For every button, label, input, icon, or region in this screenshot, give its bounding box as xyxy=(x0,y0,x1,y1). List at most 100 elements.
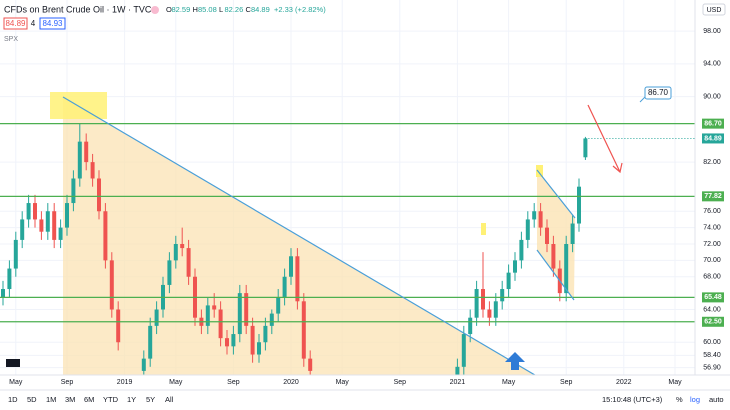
timeframe-button[interactable]: 6M xyxy=(84,395,94,404)
candle-body xyxy=(90,162,95,179)
y-tick-label: 64.00 xyxy=(703,306,721,313)
highlight xyxy=(536,165,543,177)
ohlc-key: L xyxy=(219,5,223,14)
trend-line xyxy=(536,249,575,301)
scale-button[interactable]: log xyxy=(690,395,700,404)
candle-body xyxy=(532,211,537,220)
currency-box[interactable] xyxy=(702,3,726,16)
y-tick-label: 90.00 xyxy=(703,93,721,100)
level-label: 62.50 xyxy=(704,319,722,326)
trend-lines xyxy=(62,93,649,375)
last-price-label: 84.89 xyxy=(704,135,722,142)
candle-body xyxy=(250,325,255,355)
sell-price: 84.89 xyxy=(5,19,26,28)
x-tick-label: 2021 xyxy=(450,379,466,386)
candle-body xyxy=(538,211,543,228)
x-tick-label: 2022 xyxy=(616,379,632,386)
callout-box xyxy=(644,86,672,100)
candle-body xyxy=(20,219,25,240)
candle-body xyxy=(257,342,261,355)
candle-body xyxy=(308,358,313,371)
arrow-head xyxy=(612,162,623,174)
candle-body xyxy=(244,293,249,326)
level-tag xyxy=(702,292,724,303)
axes: 98.00 94.00 90.00 82.00 76.00 74.00 72.00 70.00… xyxy=(9,28,721,386)
candle-body xyxy=(7,268,12,290)
flag-icon xyxy=(151,6,159,14)
candle-body xyxy=(276,297,281,314)
y-tick-label: 72.00 xyxy=(703,241,721,248)
timeframe-button[interactable]: 1Y xyxy=(127,395,136,404)
ohlc-value: 84.89 xyxy=(251,5,270,14)
ohlc-value: 82.59 xyxy=(172,5,191,14)
timeframe-button[interactable]: All xyxy=(165,395,174,404)
tv-logo xyxy=(6,359,20,367)
candle-body xyxy=(577,186,581,224)
candle-body xyxy=(154,309,159,326)
x-tick-label: Sep xyxy=(560,379,573,386)
candle-body xyxy=(71,178,76,204)
x-tick-label: May xyxy=(502,379,516,386)
level-label: 86.70 xyxy=(704,120,722,127)
candle-body xyxy=(231,334,236,347)
timeframe-button[interactable]: 1D xyxy=(8,395,18,404)
x-tick-label: Sep xyxy=(61,379,74,386)
candle-body xyxy=(26,203,31,220)
candle-body xyxy=(58,227,63,240)
candle-body xyxy=(77,141,82,179)
timeframe-button[interactable]: 5Y xyxy=(146,395,155,404)
candle-body xyxy=(212,305,217,310)
ohlc-value: 85.08 xyxy=(198,5,217,14)
candle-body xyxy=(289,256,293,277)
level-label: 77.82 xyxy=(704,193,722,200)
timeframe-button[interactable]: YTD xyxy=(103,395,119,404)
x-tick-label: May xyxy=(9,379,23,386)
timeframe-button[interactable]: 3M xyxy=(65,395,75,404)
candle-body xyxy=(65,203,69,228)
candle-body xyxy=(570,223,575,244)
price-box[interactable] xyxy=(39,17,66,30)
candle-body xyxy=(116,309,121,343)
y-tick-label: 76.00 xyxy=(703,208,721,215)
chart-title: CFDs on Brent Crude Oil · 1W · TVC xyxy=(4,4,152,14)
candle-body xyxy=(263,325,268,343)
candle-body xyxy=(506,272,511,290)
x-tick-label: 2020 xyxy=(283,379,299,386)
candle-body xyxy=(141,358,146,371)
timeframe-button[interactable]: 5D xyxy=(27,395,37,404)
callout-label: 86.70 xyxy=(648,88,669,97)
level-tag xyxy=(702,316,724,327)
candle-body xyxy=(525,219,530,240)
candle-body xyxy=(455,366,460,375)
candle-body xyxy=(1,289,5,298)
ohlc-value: 82.26 xyxy=(225,5,244,14)
candle-body xyxy=(487,309,492,318)
candle-body xyxy=(282,276,287,298)
candle-body xyxy=(167,260,172,285)
y-tick-label: 94.00 xyxy=(703,61,721,68)
candle-body xyxy=(148,325,153,359)
level-tag xyxy=(702,118,724,129)
candle-body xyxy=(500,289,505,302)
candle-body xyxy=(186,248,191,277)
levels: 86.70 77.82 65.48 62.50 84.89 xyxy=(0,118,724,327)
candle-body xyxy=(269,313,274,326)
price-box[interactable] xyxy=(3,17,28,30)
up-arrow xyxy=(505,352,525,370)
scale-button[interactable]: % xyxy=(676,395,683,404)
candle-body xyxy=(237,293,242,335)
trend-line xyxy=(536,169,576,219)
timeframe-button[interactable]: 1M xyxy=(46,395,56,404)
buy-price: 84.93 xyxy=(42,19,63,28)
trend-line xyxy=(62,96,537,375)
spread: 4 xyxy=(31,19,36,28)
candle-body xyxy=(295,256,300,302)
candle-body xyxy=(513,260,517,273)
candle-body xyxy=(218,309,223,339)
candle-body xyxy=(481,289,485,310)
y-tick-label: 82.00 xyxy=(703,159,721,166)
x-tick-label: 2019 xyxy=(117,379,133,386)
currency: USD xyxy=(707,7,722,14)
scale-button[interactable]: auto xyxy=(709,395,724,404)
candle-body xyxy=(173,243,178,261)
